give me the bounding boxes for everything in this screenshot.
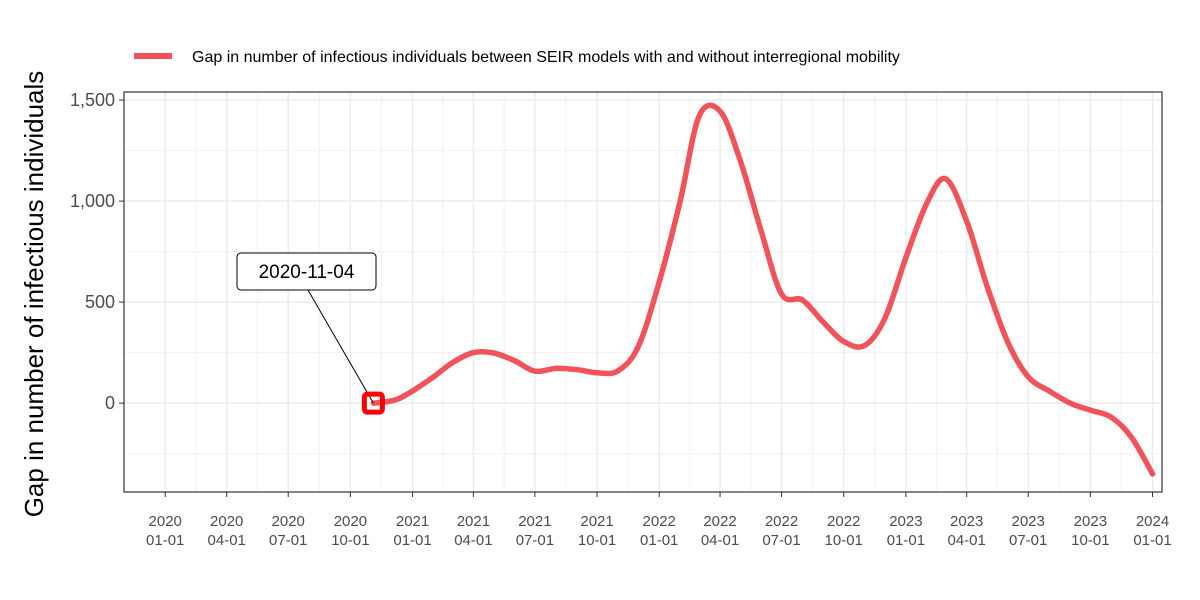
x-tick-label: 04-01 xyxy=(454,532,492,549)
annotation-label: 2020-11-04 xyxy=(259,262,355,283)
annotation-connector xyxy=(307,289,374,404)
x-tick-label: 2022 xyxy=(703,513,736,530)
x-tick-label: 04-01 xyxy=(208,532,246,549)
x-tick-label: 2023 xyxy=(1012,513,1045,530)
x-tick-label: 2020 xyxy=(334,513,367,530)
x-tick-label: 07-01 xyxy=(269,532,307,549)
x-tick-label: 2020 xyxy=(210,513,243,530)
x-tick-label: 10-01 xyxy=(578,532,616,549)
y-tick-label: 0 xyxy=(105,393,115,413)
grid-lines xyxy=(124,92,1162,492)
x-tick-label: 2020 xyxy=(149,513,182,530)
x-tick-label: 2023 xyxy=(950,513,983,530)
x-tick-label: 07-01 xyxy=(1009,532,1047,549)
annotation-box xyxy=(236,252,377,291)
series-line xyxy=(370,102,1156,477)
x-tick-label: 04-01 xyxy=(948,532,986,549)
x-tick-label: 01-01 xyxy=(393,532,431,549)
x-tick-label: 2021 xyxy=(396,513,429,530)
x-tick-label: 04-01 xyxy=(701,532,739,549)
y-axis: 0 500 1,000 1,500 xyxy=(70,90,124,413)
series-layer xyxy=(370,102,1156,477)
x-tick-label: 2022 xyxy=(643,513,676,530)
x-tick-label: 2023 xyxy=(889,513,922,530)
x-tick-label: 2022 xyxy=(765,513,798,530)
y-axis-title: Gap in number of infectious individuals xyxy=(19,71,49,518)
x-tick-label: 01-01 xyxy=(640,532,678,549)
legend: Gap in number of infectious individuals … xyxy=(134,49,900,66)
x-tick-label: 2022 xyxy=(827,513,860,530)
legend-label: Gap in number of infectious individuals … xyxy=(192,49,900,66)
x-tick-label: 10-01 xyxy=(1071,532,1109,549)
x-tick-label: 07-01 xyxy=(762,532,800,549)
x-tick-label: 07-01 xyxy=(516,532,554,549)
y-tick-label: 1,500 xyxy=(70,90,115,110)
panel-frame xyxy=(123,91,1163,493)
y-tick-label: 500 xyxy=(85,292,115,312)
x-axis: 2020 01-01 2020 04-01 2020 07-01 2020 10-01 2021… xyxy=(146,492,1172,549)
panel-border xyxy=(123,91,1163,493)
x-tick-label: 10-01 xyxy=(825,532,863,549)
x-tick-label: 2020 xyxy=(272,513,305,530)
x-tick-label: 2021 xyxy=(457,513,490,530)
x-tick-label: 01-01 xyxy=(887,532,925,549)
annotation: 2020-11-04 xyxy=(236,252,385,415)
x-tick-label: 2023 xyxy=(1074,513,1107,530)
x-tick-label: 01-01 xyxy=(146,532,184,549)
x-tick-label: 01-01 xyxy=(1133,532,1171,549)
x-tick-label: 2021 xyxy=(580,513,613,530)
x-tick-label: 2021 xyxy=(518,513,551,530)
annotation-marker xyxy=(361,391,385,415)
x-tick-label: 2024 xyxy=(1136,513,1169,530)
x-tick-label: 10-01 xyxy=(331,532,369,549)
y-tick-label: 1,000 xyxy=(70,191,115,211)
